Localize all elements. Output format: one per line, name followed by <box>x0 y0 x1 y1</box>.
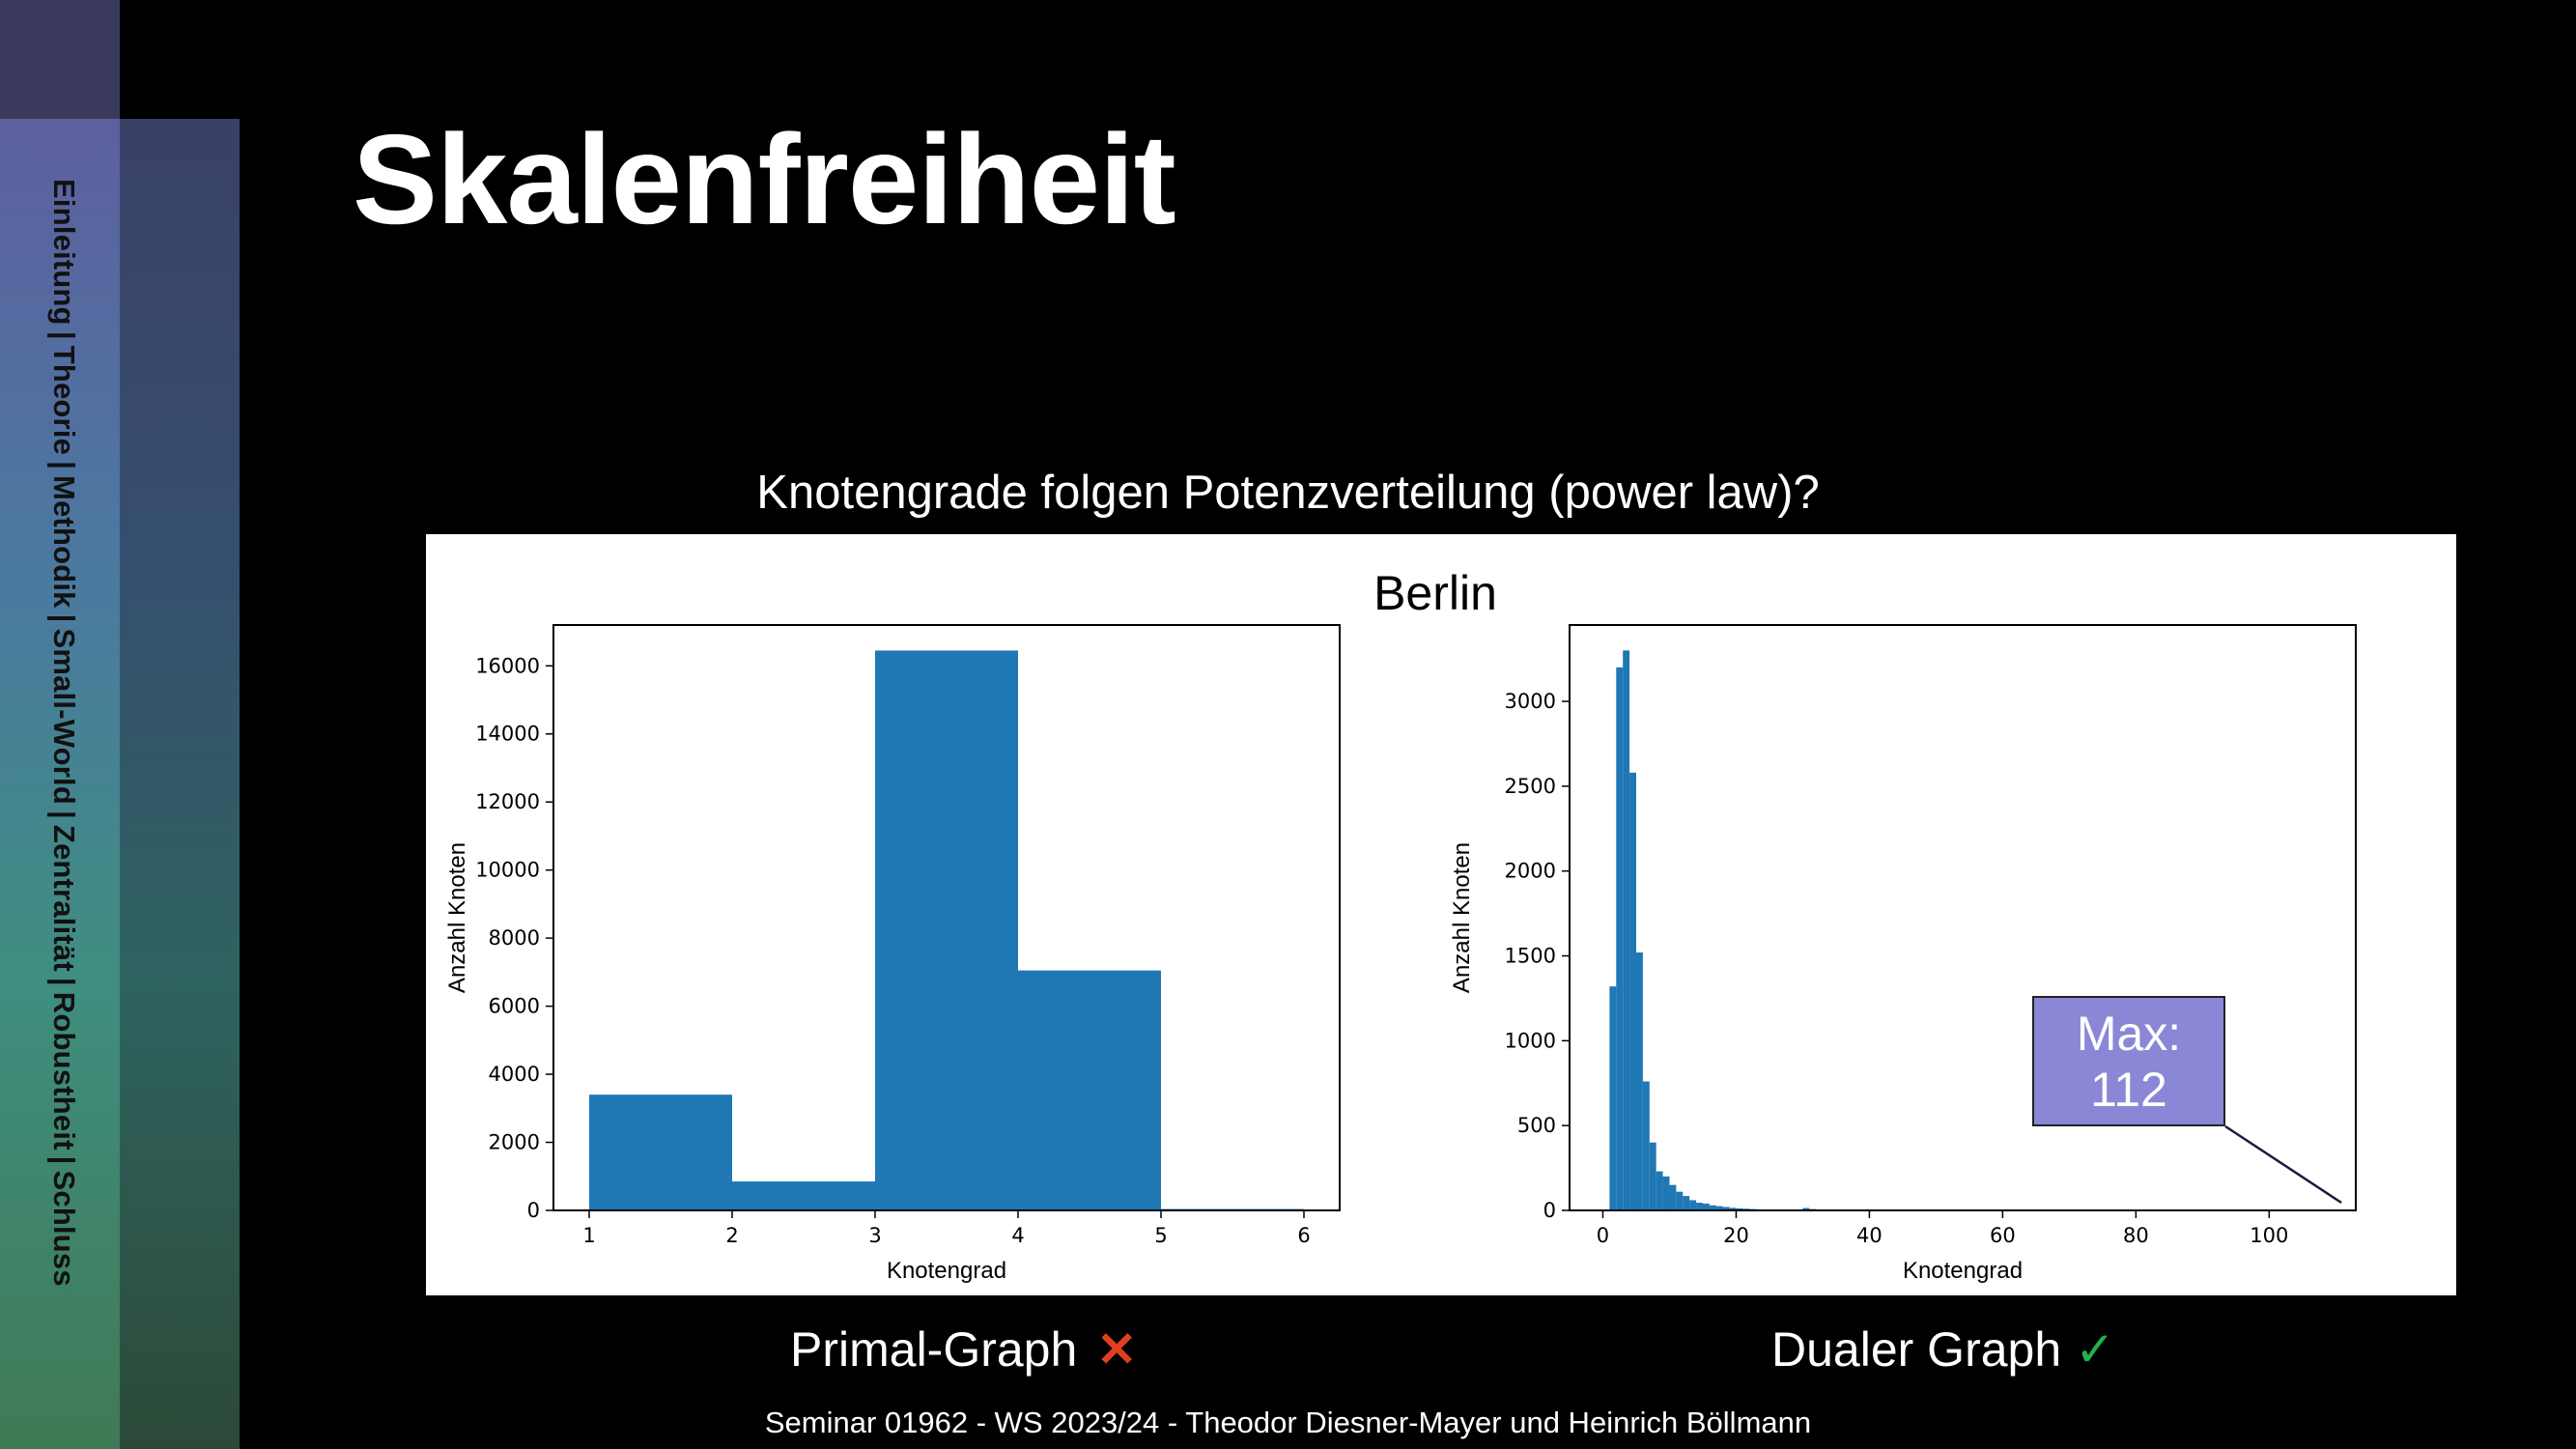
nav-item-theorie[interactable]: Theorie <box>47 345 81 456</box>
primal-xtick-label: 2 <box>725 1224 738 1247</box>
dual-xtick-label: 80 <box>2123 1224 2149 1247</box>
primal-x-axis-label: Knotengrad <box>887 1258 1006 1284</box>
check-icon: ✓ <box>2075 1322 2116 1377</box>
nav-item-schluss[interactable]: Schluss <box>47 1170 81 1287</box>
dual-chart: 0 20 40 60 80 100050010001500200025003000Knot… <box>1449 624 2357 1284</box>
sidebar-shade <box>120 119 240 1449</box>
chart-svg: Berlin 1 2 3 4 5 6020004000600080001000012000… <box>444 566 2357 1284</box>
primal-y-axis-label: Anzahl Knoten <box>444 842 470 993</box>
dual-bar <box>1689 1200 1697 1210</box>
section-nav: Einleitung|Theorie|Methodik|Small-World|… <box>46 179 85 1396</box>
primal-xtick-label: 4 <box>1011 1224 1024 1247</box>
nav-item-zentralität[interactable]: Zentralität <box>47 824 81 972</box>
dual-bar <box>1696 1203 1703 1210</box>
primal-ytick-label: 4000 <box>489 1063 540 1086</box>
dual-ytick-label: 2500 <box>1505 775 1556 798</box>
dual-xtick-label: 40 <box>1856 1224 1882 1247</box>
dual-bar <box>1656 1171 1663 1210</box>
max-annotation-label: Max: <box>2076 1007 2182 1061</box>
primal-xtick-label: 1 <box>582 1224 595 1247</box>
dual-axes-frame <box>1569 624 2357 1211</box>
nav-separator: | <box>47 977 81 986</box>
section-nav-text: Einleitung|Theorie|Methodik|Small-World|… <box>46 179 81 1287</box>
dual-xtick-label: 60 <box>1990 1224 2016 1247</box>
dual-y-axis-label: Anzahl Knoten <box>1449 842 1475 993</box>
dual-bar <box>1629 772 1636 1210</box>
dual-bar <box>1669 1184 1677 1210</box>
dual-bar <box>1715 1206 1723 1210</box>
primal-caption: Primal-Graph ✕ <box>790 1321 1137 1378</box>
primal-caption-text: Primal-Graph <box>790 1322 1078 1377</box>
dual-ytick-label: 3000 <box>1505 690 1556 713</box>
max-annotation: Max: 112 <box>2032 996 2225 1126</box>
nav-separator: | <box>47 613 81 623</box>
primal-ytick-label: 10000 <box>475 859 540 882</box>
dual-xtick-label: 20 <box>1723 1224 1749 1247</box>
primal-xtick-label: 3 <box>868 1224 881 1247</box>
dual-bar <box>1623 650 1630 1210</box>
dual-xtick-label: 0 <box>1597 1224 1609 1247</box>
primal-bar <box>589 1094 732 1210</box>
dual-x-axis-label: Knotengrad <box>1903 1258 2023 1284</box>
nav-item-small-world[interactable]: Small-World <box>47 628 81 805</box>
primal-bar <box>1018 970 1161 1210</box>
primal-ytick-label: 12000 <box>475 790 540 813</box>
primal-ytick-label: 2000 <box>489 1131 540 1154</box>
dual-bar <box>1702 1203 1710 1210</box>
dual-ytick-label: 0 <box>1543 1199 1556 1222</box>
corner-block <box>0 0 120 119</box>
primal-xtick-label: 6 <box>1297 1224 1310 1247</box>
slide-subtitle: Knotengrade folgen Potenzverteilung (pow… <box>756 467 1820 519</box>
dual-caption: Dualer Graph ✓ <box>1771 1321 2115 1378</box>
sidebar <box>0 119 120 1449</box>
dual-bar <box>1616 667 1624 1210</box>
dual-bar <box>1729 1208 1737 1210</box>
cross-icon: ✕ <box>1096 1322 1138 1377</box>
dual-ytick-label: 2000 <box>1505 860 1556 883</box>
primal-xtick-label: 5 <box>1154 1224 1167 1247</box>
nav-separator: | <box>47 330 81 340</box>
primal-ytick-label: 16000 <box>475 654 540 677</box>
primal-ytick-label: 6000 <box>489 995 540 1018</box>
footer: Seminar 01962 - WS 2023/24 - Theodor Die… <box>764 1406 1812 1439</box>
slide-title: Skalenfreiheit <box>353 108 1176 250</box>
dual-bar <box>1676 1191 1684 1210</box>
dual-bar <box>1683 1196 1690 1210</box>
dual-bar <box>1662 1176 1670 1210</box>
primal-ytick-label: 0 <box>527 1199 540 1222</box>
dual-bar <box>1635 952 1643 1210</box>
dual-ytick-label: 500 <box>1517 1114 1556 1137</box>
dual-bar <box>1802 1208 1810 1210</box>
nav-separator: | <box>47 1155 81 1165</box>
primal-axes-frame <box>552 624 1341 1211</box>
dual-caption-text: Dualer Graph <box>1771 1322 2062 1377</box>
max-annotation-pointer <box>2224 1124 2342 1205</box>
dual-bar <box>1736 1208 1743 1210</box>
nav-item-robustheit[interactable]: Robustheit <box>47 991 81 1151</box>
dual-bar <box>1709 1205 1716 1210</box>
primal-bar <box>732 1181 875 1210</box>
dual-bar <box>1722 1207 1730 1210</box>
dual-xtick-label: 100 <box>2250 1224 2288 1247</box>
dual-bar <box>1609 986 1617 1210</box>
primal-chart: 1 2 3 4 5 6 0 2000 4000 6000 8000 10000 12000 14000 16… <box>444 624 1341 1284</box>
nav-item-einleitung[interactable]: Einleitung <box>47 179 81 326</box>
dual-bar <box>1649 1142 1656 1210</box>
primal-bar <box>875 650 1018 1210</box>
dual-ytick-label: 1500 <box>1505 945 1556 968</box>
dual-bar <box>1642 1081 1650 1210</box>
city-label: Berlin <box>1373 566 1497 620</box>
nav-separator: | <box>47 810 81 819</box>
chart-panel: Berlin 1 2 3 4 5 6 0 2000 4000 6000 8000 10000 12000… <box>426 534 2456 1295</box>
max-annotation-value: 112 <box>2090 1063 2167 1117</box>
dual-ytick-label: 1000 <box>1505 1029 1556 1052</box>
primal-ytick-label: 8000 <box>489 926 540 950</box>
primal-ytick-label: 14000 <box>475 723 540 746</box>
